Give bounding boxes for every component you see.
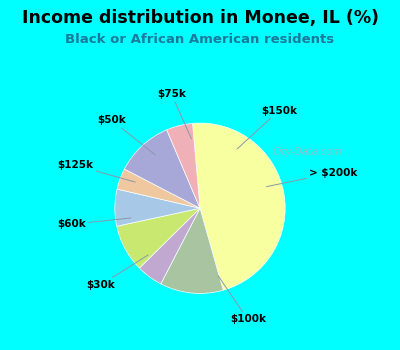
Wedge shape [192,123,285,290]
Wedge shape [139,208,200,284]
Wedge shape [117,169,200,208]
Wedge shape [167,124,200,208]
Text: $75k: $75k [157,89,192,139]
Text: $50k: $50k [97,115,155,155]
Text: Black or African American residents: Black or African American residents [66,33,334,46]
Text: Income distribution in Monee, IL (%): Income distribution in Monee, IL (%) [22,9,378,27]
Text: $30k: $30k [86,255,148,290]
Wedge shape [117,208,200,268]
Wedge shape [124,130,200,208]
Text: $60k: $60k [57,218,131,229]
Wedge shape [161,208,223,293]
Text: $150k: $150k [237,106,297,149]
Text: $125k: $125k [57,160,135,182]
Text: $100k: $100k [218,276,266,324]
Wedge shape [115,189,200,226]
Text: City-Data.com: City-Data.com [272,147,342,157]
Text: > $200k: > $200k [266,168,358,187]
